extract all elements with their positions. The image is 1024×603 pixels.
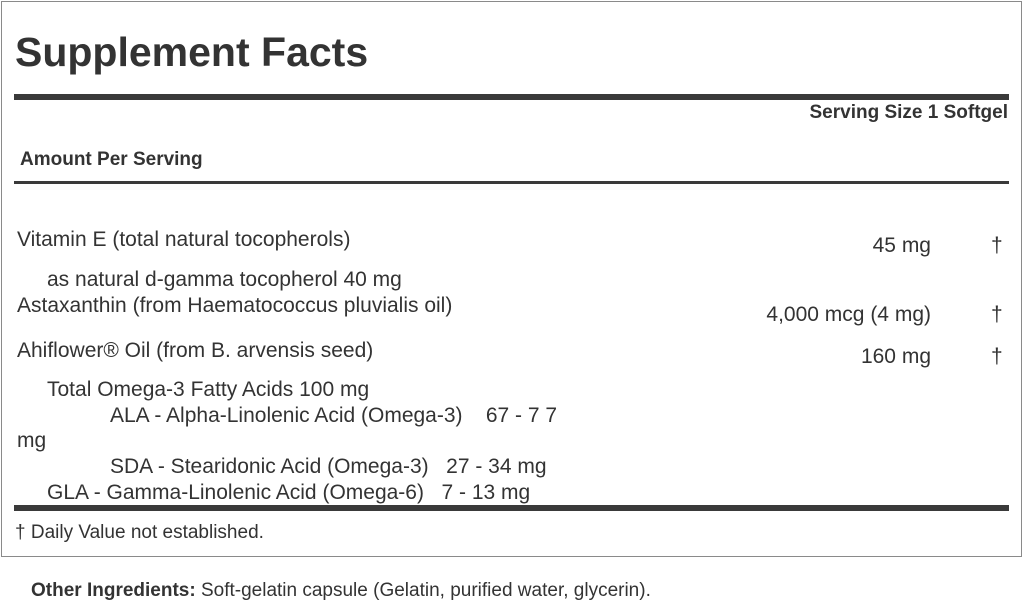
row-dv: † [991,234,1003,257]
row-name: Astaxanthin (from Haematococcus pluviali… [17,294,453,317]
thick-divider [14,94,1009,100]
row-amount: 45 mg [872,234,931,257]
panel-title: Supplement Facts [15,29,369,75]
amount-per-serving: Amount Per Serving [20,149,203,170]
serving-size: Serving Size 1 Softgel [809,102,1009,123]
supplement-facts-panel [1,1,1022,557]
row-name: Vitamin E (total natural tocopherols) [17,228,351,251]
other-ingredients-text: Soft-gelatin capsule (Gelatin, purified … [195,580,651,601]
thick-divider [14,505,1009,511]
footnote: † Daily Value not established. [15,522,264,543]
divider [14,181,1009,184]
row-name: SDA - Stearidonic Acid (Omega-3) 27 - 34… [110,455,547,478]
row-name: Ahiflower® Oil (from B. arvensis seed) [17,339,374,362]
row-dv: † [991,345,1003,368]
row-dv: † [991,303,1003,326]
row-name: ALA - Alpha-Linolenic Acid (Omega-3) 67 … [110,404,558,427]
row-name: Total Omega-3 Fatty Acids 100 mg [47,378,370,401]
row-name: mg [17,429,47,452]
row-name: GLA - Gamma-Linolenic Acid (Omega-6) 7 -… [47,481,531,504]
row-amount: 4,000 mcg (4 mg) [766,303,931,326]
other-ingredients: Other Ingredients: Soft-gelatin capsule … [31,579,651,603]
other-ingredients-label: Other Ingredients: [31,580,196,601]
row-amount: 160 mg [860,345,931,368]
row-name: as natural d-gamma tocopherol 40 mg [47,268,402,291]
